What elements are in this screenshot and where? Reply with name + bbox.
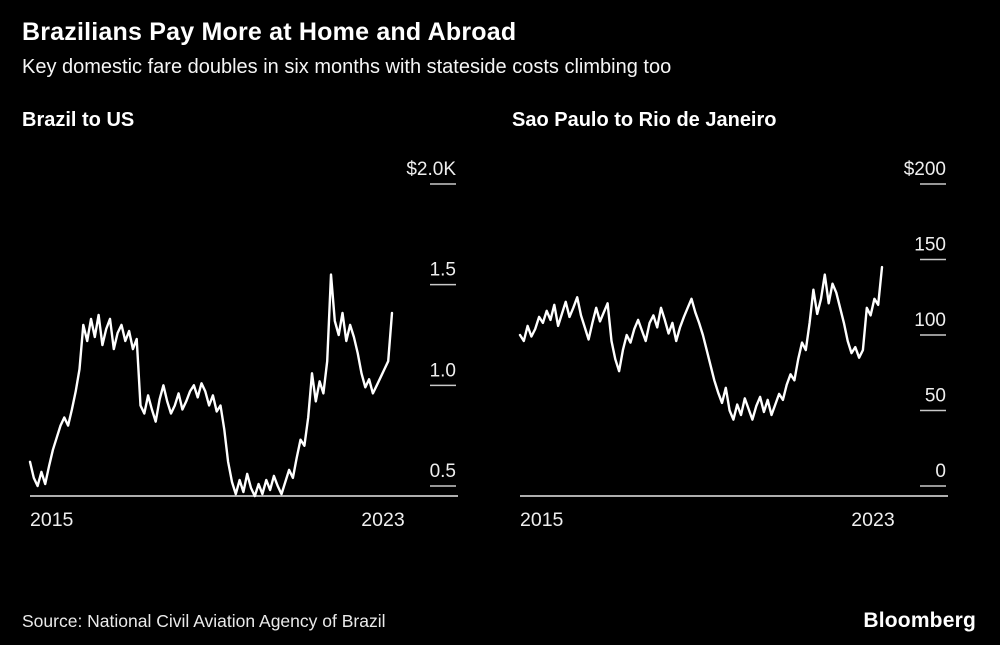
svg-text:0: 0 (935, 461, 946, 482)
svg-text:0.5: 0.5 (430, 461, 456, 482)
source-text: Source: National Civil Aviation Agency o… (22, 610, 386, 631)
brazil-us-line-chart: $2.0K 1.5 1.0 0.5 2015 2023 (28, 159, 458, 531)
svg-text:2015: 2015 (30, 509, 74, 531)
svg-text:$2.0K: $2.0K (406, 159, 456, 180)
panel-sp-rio: Sao Paulo to Rio de Janeiro $200 150 100 50… (510, 109, 972, 544)
svg-text:1.0: 1.0 (430, 360, 456, 381)
svg-text:2023: 2023 (851, 509, 894, 531)
bloomberg-logo: Bloomberg (863, 609, 976, 632)
svg-text:150: 150 (914, 234, 946, 255)
chart-subtitle: Key domestic fare doubles in six months … (22, 55, 672, 78)
chart-headline: Brazilians Pay More at Home and Abroad (22, 18, 517, 46)
svg-text:100: 100 (914, 310, 946, 331)
panel-brazil-us: Brazil to US $2.0K 1.5 1.0 0.5 2015 2023 (20, 109, 482, 544)
svg-text:2015: 2015 (520, 509, 564, 531)
panel-title-brazil-us: Brazil to US (22, 108, 135, 131)
svg-text:50: 50 (925, 385, 946, 406)
svg-text:2023: 2023 (361, 509, 404, 531)
chart-header: Brazilians Pay More at Home and Abroad K… (0, 0, 1000, 79)
svg-text:$200: $200 (904, 159, 946, 180)
panel-title-sp-rio: Sao Paulo to Rio de Janeiro (512, 108, 777, 131)
sp-rio-line-chart: $200 150 100 50 0 2015 2023 (518, 159, 948, 531)
chart-footer: Source: National Civil Aviation Agency o… (22, 609, 976, 633)
svg-text:1.5: 1.5 (430, 259, 456, 280)
charts-row: Brazil to US $2.0K 1.5 1.0 0.5 2015 2023 Sao … (0, 109, 1000, 544)
